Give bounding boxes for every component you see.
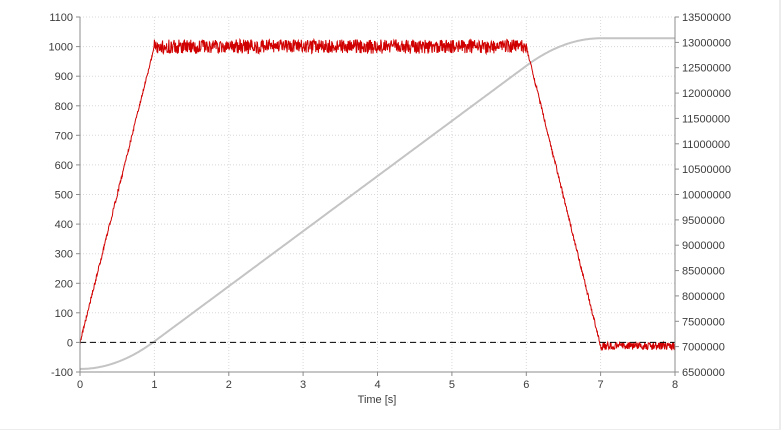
x-axis-tick-label: 8 — [672, 379, 678, 391]
left-axis-tick-label: 800 — [55, 101, 73, 113]
series-position — [79, 37, 676, 370]
left-axis-tick-label: 900 — [55, 71, 73, 83]
right-axis-tick-label: 9500000 — [682, 215, 725, 227]
left-axis-tick-label: 100 — [55, 308, 73, 320]
x-axis-tick-label: 5 — [449, 379, 455, 391]
x-axis-tick-label: 0 — [77, 379, 83, 391]
right-axis-tick-label: 10000000 — [682, 190, 731, 202]
left-axis-tick-label: 500 — [55, 190, 73, 202]
left-axis-tick-label: 0 — [67, 337, 73, 349]
right-axis-tick-label: 7000000 — [682, 342, 725, 354]
left-axis-tick-label: 700 — [55, 130, 73, 142]
left-axis-tick-label: 1000 — [49, 42, 73, 54]
series-velocity — [79, 37, 676, 352]
axes-layer: -100010020030040050060070080090010001100… — [49, 12, 731, 391]
left-axis-tick-label: 1100 — [49, 12, 73, 24]
right-axis-tick-label: 10500000 — [682, 164, 731, 176]
left-axis-tick-label: 300 — [55, 249, 73, 261]
x-axis-tick-label: 6 — [523, 379, 529, 391]
right-axis-tick-label: 11000000 — [682, 139, 730, 151]
left-axis-tick-label: 200 — [55, 278, 73, 290]
right-axis-tick-label: 8000000 — [682, 291, 725, 303]
x-axis-tick-label: 2 — [226, 379, 232, 391]
left-axis-tick-label: 600 — [55, 160, 73, 172]
right-axis-tick-label: 6500000 — [682, 367, 725, 379]
x-axis-tick-label: 1 — [151, 379, 157, 391]
left-axis-tick-label: 400 — [55, 219, 73, 231]
series-layer — [79, 37, 676, 370]
x-axis-tick-label: 4 — [374, 379, 380, 391]
right-axis-tick-label: 13500000 — [682, 12, 731, 24]
x-axis-tick-label: 3 — [300, 379, 306, 391]
right-axis-tick-label: 7500000 — [682, 316, 725, 328]
right-axis-tick-label: 9000000 — [682, 240, 725, 252]
grid-layer — [80, 16, 676, 372]
right-axis-tick-label: 11500000 — [682, 113, 730, 125]
right-axis-tick-label: 12000000 — [682, 88, 731, 100]
left-axis-tick-label: -100 — [51, 367, 73, 379]
x-axis-tick-label: 7 — [598, 379, 604, 391]
right-axis-tick-label: 13000000 — [682, 37, 731, 49]
right-axis-tick-label: 12500000 — [682, 63, 731, 75]
right-axis-tick-label: 8500000 — [682, 266, 725, 278]
x-axis-title: Time [s] — [358, 394, 397, 406]
